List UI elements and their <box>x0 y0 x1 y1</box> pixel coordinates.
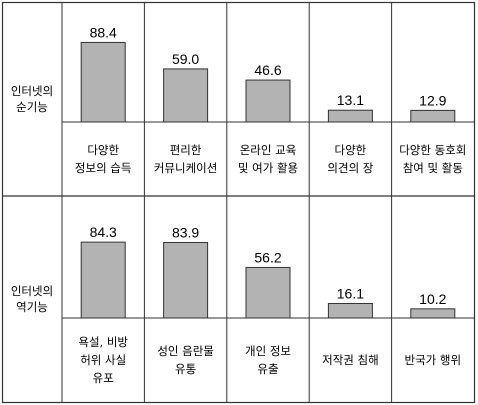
category-label-line: 정보의 습득 <box>75 161 132 175</box>
category-label-line: 커뮤니케이션 <box>154 161 217 175</box>
category-label-line: 유포 <box>93 371 114 385</box>
category-label-line: 의견의 장 <box>327 161 373 175</box>
category-label-line: 반국가 행위 <box>405 353 462 367</box>
value-label: 16.1 <box>337 286 364 302</box>
bar <box>80 41 126 123</box>
bar <box>80 241 126 319</box>
bar <box>245 79 291 123</box>
row-label-line: 순기능 <box>16 100 48 114</box>
row-label-line: 역기능 <box>16 300 48 314</box>
value-label: 83.9 <box>172 224 199 240</box>
value-label: 59.0 <box>172 51 199 67</box>
category-label-line: 다양한 <box>335 143 367 157</box>
bar <box>327 303 373 319</box>
bar <box>410 308 456 319</box>
value-label: 10.2 <box>419 291 446 307</box>
row-label-line: 인터넷의 <box>11 284 53 298</box>
category-label-line: 편리한 <box>170 143 202 157</box>
category-label-line: 다양한 동호회 <box>399 143 466 157</box>
category-label-line: 참여 및 활동 <box>403 161 463 175</box>
bar <box>163 68 209 123</box>
category-label-line: 다양한 <box>87 143 119 157</box>
bar <box>327 109 373 123</box>
category-label: 저작권 침해 <box>322 353 379 367</box>
value-label: 46.6 <box>254 62 281 78</box>
row-label-line: 인터넷의 <box>11 84 53 98</box>
category-label-line: 저작권 침해 <box>322 353 379 367</box>
bar <box>410 109 456 123</box>
category-label-line: 허위 사실 <box>80 353 126 367</box>
category-label-line: 개인 정보 <box>245 344 291 358</box>
category-label-line: 유출 <box>257 362 278 376</box>
category-label: 반국가 행위 <box>405 353 462 367</box>
bar <box>245 266 291 319</box>
value-label: 12.9 <box>419 92 446 108</box>
value-label: 84.3 <box>90 224 117 240</box>
value-label: 88.4 <box>90 24 117 40</box>
category-label-line: 욕설, 비방 <box>78 335 128 349</box>
category-label-line: 및 여가 활용 <box>238 161 298 175</box>
category-label-line: 온라인 교육 <box>240 143 297 157</box>
category-label-line: 성인 음란물 <box>157 344 214 358</box>
value-label: 56.2 <box>254 249 281 265</box>
category-label-line: 유통 <box>175 362 196 376</box>
value-label: 13.1 <box>337 92 364 108</box>
bar <box>163 241 209 319</box>
